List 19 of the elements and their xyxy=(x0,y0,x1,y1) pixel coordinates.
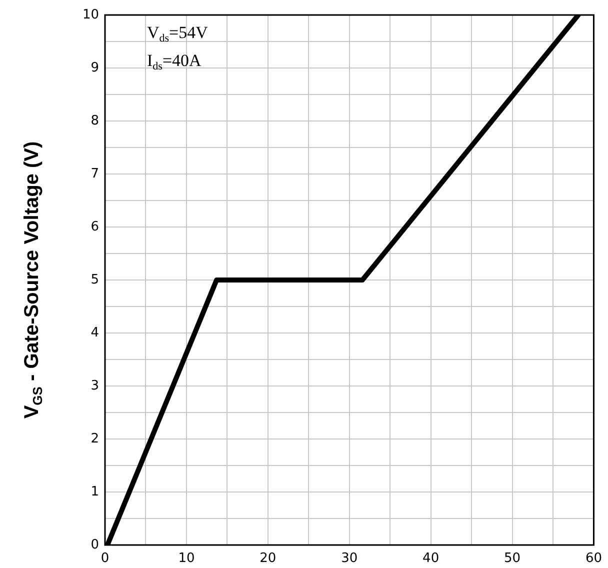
x-tick-label: 30 xyxy=(341,551,358,566)
x-tick-label: 20 xyxy=(260,551,276,566)
y-tick-label: 10 xyxy=(82,7,99,22)
y-tick-label: 5 xyxy=(90,272,99,288)
x-tick-label: 0 xyxy=(100,551,110,566)
y-tick-label: 7 xyxy=(90,166,99,182)
y-tick-label: 4 xyxy=(90,325,99,340)
y-axis-title: VGS - Gate-Source Voltage (V) xyxy=(21,141,45,419)
x-tick-label: 40 xyxy=(422,551,440,566)
y-tick-label: 3 xyxy=(90,378,99,394)
y-tick-label: 1 xyxy=(90,484,99,500)
x-tick-label: 60 xyxy=(585,551,602,566)
y-tick-label: 2 xyxy=(90,431,99,446)
y-tick-label: 9 xyxy=(90,60,99,76)
x-tick-label: 50 xyxy=(504,551,521,566)
x-tick-label: 10 xyxy=(178,551,195,566)
y-tick-label: 0 xyxy=(90,537,99,552)
y-tick-label: 6 xyxy=(90,219,99,234)
y-tick-label: 8 xyxy=(90,113,99,128)
